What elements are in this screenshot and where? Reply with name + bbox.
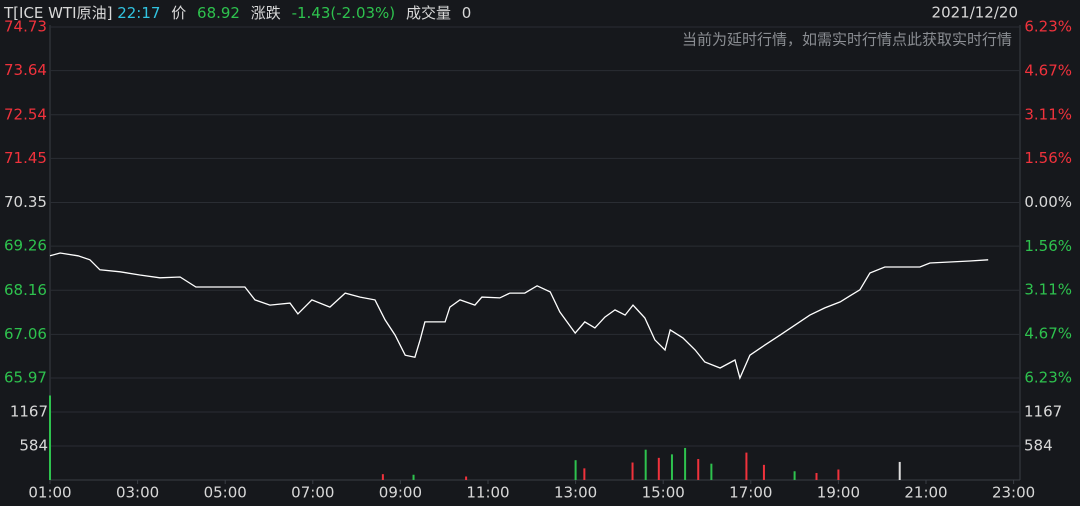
- x-tick-label: 11:00: [466, 484, 509, 502]
- volume-bar: [657, 457, 660, 480]
- y-tick-label: 67.06: [4, 325, 47, 343]
- y-tick-label: 71.45: [4, 149, 47, 167]
- time: 22:17: [117, 4, 160, 22]
- volume-bar: [710, 463, 713, 480]
- y-tick-label: 70.35: [4, 193, 47, 211]
- volume-bar: [583, 468, 586, 480]
- y-tick-label: 74.73: [4, 18, 47, 36]
- volume-bar: [745, 452, 748, 480]
- y-tick-label: 73.64: [4, 61, 47, 79]
- volume-bar: [465, 476, 468, 480]
- volume-bar: [381, 474, 384, 480]
- y2-tick-label: 0.00%: [1024, 193, 1072, 211]
- x-tick-label: 19:00: [817, 484, 860, 502]
- y2-tick-label: 1.56%: [1024, 149, 1072, 167]
- y2-tick-label: 4.67%: [1024, 325, 1072, 343]
- volume-bar: [898, 461, 901, 480]
- volume-bar: [670, 454, 673, 480]
- date: 2021/12/20: [932, 4, 1018, 22]
- x-tick-label: 17:00: [729, 484, 772, 502]
- price-label: 价: [171, 4, 186, 22]
- header-title: T[ICE WTI原油] 22:17 价 68.92 涨跌 -1.43(-2.0…: [3, 4, 471, 22]
- volume-tick-label: 584: [19, 436, 48, 454]
- y2-tick-label: 3.11%: [1024, 105, 1072, 123]
- volume-bar: [762, 464, 765, 480]
- volume-bar: [644, 449, 647, 480]
- change: -1.43(-2.03%): [292, 4, 396, 22]
- change-label: 涨跌: [251, 4, 281, 22]
- y2-tick-label: 4.67%: [1024, 61, 1072, 79]
- x-tick-label: 23:00: [992, 484, 1035, 502]
- x-tick-label: 03:00: [116, 484, 159, 502]
- y-tick-label: 69.26: [4, 237, 47, 255]
- price-line: [49, 252, 989, 380]
- volume-tick-label: 1167: [10, 402, 48, 420]
- x-tick-label: 21:00: [904, 484, 947, 502]
- x-tick-label: 13:00: [554, 484, 597, 502]
- price: 68.92: [197, 4, 240, 22]
- y-tick-label: 68.16: [4, 281, 47, 299]
- volume-bar: [793, 471, 796, 480]
- volume-tick-label: 1167: [1024, 402, 1062, 420]
- y-tick-label: 72.54: [4, 105, 47, 123]
- x-tick-label: 01:00: [28, 484, 71, 502]
- x-tick-label: 05:00: [204, 484, 247, 502]
- x-tick-label: 07:00: [291, 484, 334, 502]
- title: T[ICE WTI原油]: [3, 4, 112, 22]
- volume-total: 0: [462, 4, 472, 22]
- y2-tick-label: 3.11%: [1024, 281, 1072, 299]
- volume-bar: [412, 474, 415, 480]
- volume-bar: [574, 460, 577, 480]
- volume-bar: [49, 395, 51, 480]
- y2-tick-label: 6.23%: [1024, 18, 1072, 36]
- x-tick-label: 09:00: [379, 484, 422, 502]
- volume-bar: [837, 469, 840, 480]
- y-tick-label: 65.97: [4, 369, 47, 387]
- x-tick-label: 15:00: [642, 484, 685, 502]
- volume-bar: [684, 447, 687, 480]
- volume-bar: [815, 473, 818, 480]
- volume-bar: [697, 459, 700, 480]
- volume-label: 成交量: [406, 4, 451, 22]
- y2-tick-label: 6.23%: [1024, 369, 1072, 387]
- y2-tick-label: 1.56%: [1024, 237, 1072, 255]
- volume-bar: [631, 462, 634, 480]
- notice[interactable]: 当前为延时行情，如需实时行情点此获取实时行情: [682, 31, 1012, 49]
- volume-tick-label: 584: [1024, 436, 1053, 454]
